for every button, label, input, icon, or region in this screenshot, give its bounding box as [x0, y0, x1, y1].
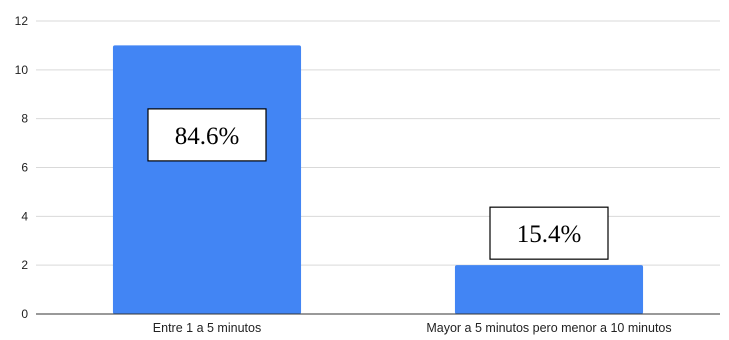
- annotation-text: 84.6%: [175, 123, 240, 150]
- y-tick-label: 4: [21, 209, 28, 223]
- annotation-box: [489, 206, 609, 260]
- annotation-box: [147, 108, 267, 162]
- bar: [454, 265, 644, 314]
- y-tick-label: 10: [15, 63, 29, 77]
- y-tick-label: 2: [21, 258, 28, 272]
- percentage-annotation: 84.6%: [147, 108, 267, 162]
- percentage-annotations: 84.6% 15.4%: [147, 108, 609, 260]
- annotation-text: 15.4%: [517, 221, 582, 248]
- y-tick-label: 0: [21, 307, 28, 321]
- bars: [112, 45, 644, 315]
- x-axis-category-labels: Entre 1 a 5 minutos Mayor a 5 minutos per…: [153, 321, 672, 335]
- percentage-annotation: 15.4%: [489, 206, 609, 260]
- y-axis-tick-labels: 0 2 4 6 8 10 12: [15, 14, 29, 321]
- x-category-label: Entre 1 a 5 minutos: [153, 321, 261, 335]
- bar: [112, 45, 302, 315]
- y-tick-label: 12: [15, 14, 29, 28]
- x-category-label: Mayor a 5 minutos pero menor a 10 minuto…: [426, 321, 671, 335]
- y-tick-label: 8: [21, 112, 28, 126]
- y-tick-label: 6: [21, 161, 28, 175]
